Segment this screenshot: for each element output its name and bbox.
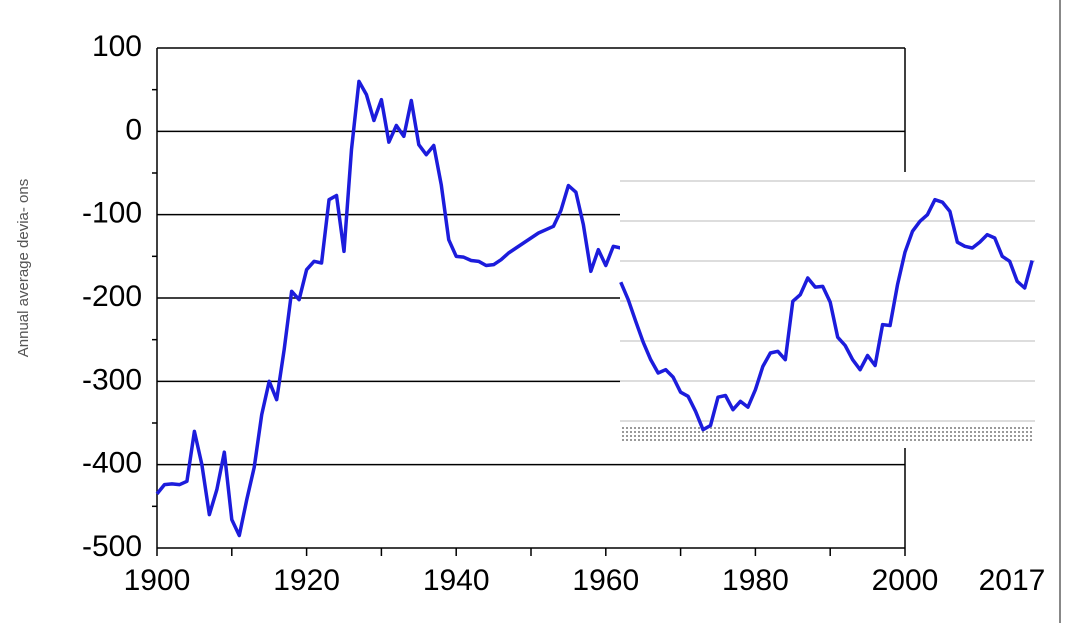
y-tick-label: 100	[92, 30, 142, 63]
inset-box	[620, 172, 1035, 448]
data-line	[155, 79, 622, 538]
y-tick-label: -500	[82, 530, 142, 563]
y-tick-label: -100	[82, 197, 142, 230]
y-axis-label: Annual average devia- ons	[15, 179, 32, 357]
y-tick-label: -400	[82, 447, 142, 480]
x-tick-label: 2017	[979, 564, 1046, 597]
x-tick-label: 1940	[423, 564, 490, 597]
x-tick-label: 1900	[124, 564, 191, 597]
y-tick-label: -300	[82, 363, 142, 396]
x-tick-label: 1920	[273, 564, 340, 597]
x-tick-label: 1980	[722, 564, 789, 597]
inset	[619, 172, 1035, 448]
y-tick-label: 0	[125, 113, 142, 146]
x-tick-label: 1960	[572, 564, 639, 597]
data-line	[619, 197, 1034, 432]
y-tick-label: -200	[82, 280, 142, 313]
x-tick-label: 2000	[872, 564, 939, 597]
